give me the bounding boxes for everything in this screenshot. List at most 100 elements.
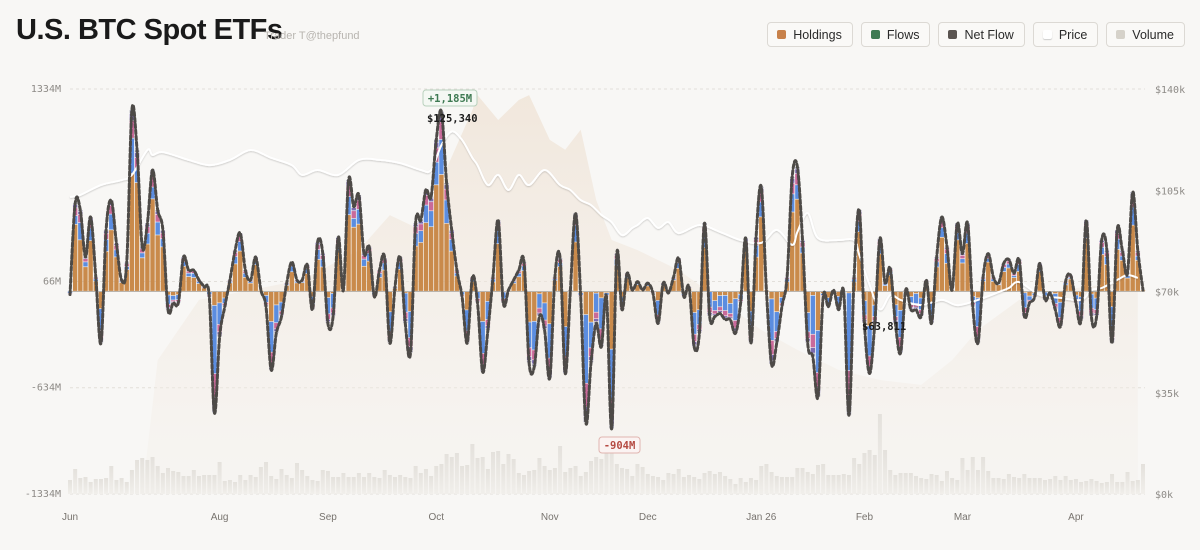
volume-bar: [888, 470, 893, 494]
min-flow-label: -904M: [604, 440, 636, 452]
volume-bar: [991, 478, 996, 494]
legend-toggle-flows[interactable]: Flows: [860, 22, 931, 47]
fund-flow-bar-segment: [140, 253, 145, 258]
fund-flow-bar-segment: [186, 271, 191, 273]
volume-bar: [1042, 480, 1047, 494]
fund-flow-bar-segment: [836, 291, 841, 297]
volume-bar: [305, 476, 310, 494]
volume-bar: [573, 466, 578, 494]
volume-bar: [619, 468, 624, 494]
fund-flow-bar-segment: [614, 265, 620, 291]
fund-flow-bar-segment: [717, 295, 723, 307]
fund-flow-bar-segment: [465, 310, 470, 331]
volume-bar: [552, 468, 557, 494]
fund-flow-bar-segment: [511, 283, 516, 291]
fund-flow-bar-segment: [1084, 238, 1089, 291]
volume-bar: [93, 479, 98, 494]
fund-flow-bar-segment: [423, 195, 429, 205]
fund-flow-bar-segment: [588, 322, 594, 348]
fund-flow-bar-segment: [722, 295, 728, 311]
volume-bar: [485, 469, 490, 494]
volume-bar: [429, 476, 434, 494]
volume-bar: [810, 474, 815, 494]
legend-toggle-price[interactable]: Price: [1032, 22, 1099, 47]
volume-bar: [274, 479, 279, 494]
volume-bar: [831, 475, 836, 494]
fund-flow-bar-segment: [263, 291, 269, 296]
fund-flow-bar-segment: [537, 294, 542, 308]
fund-flow-bar-segment: [583, 383, 589, 407]
volume-bar: [124, 482, 129, 494]
legend-toggle-volume[interactable]: Volume: [1106, 22, 1185, 47]
fund-flow-bar-segment: [191, 271, 197, 273]
volume-bar: [960, 458, 965, 494]
fund-flow-bar-segment: [387, 312, 393, 332]
fund-flow-bar-segment: [733, 291, 738, 299]
volume-bar: [248, 475, 253, 494]
fund-flow-bar-segment: [238, 241, 243, 251]
fund-flow-bar-segment: [712, 291, 718, 301]
fund-flow-bar-segment: [495, 244, 501, 291]
volume-bar: [387, 475, 392, 494]
fund-flow-bar-segment: [1011, 275, 1017, 278]
volume-bar: [914, 476, 919, 494]
fund-flow-bar-segment: [774, 291, 779, 312]
legend-toggle-holdings[interactable]: Holdings: [767, 22, 853, 47]
fund-flow-bar-segment: [795, 199, 800, 291]
fund-flow-bar-segment: [547, 324, 552, 358]
fund-flow-bar-segment: [279, 291, 284, 302]
fund-flow-bar-segment: [655, 315, 661, 320]
volume-bar: [408, 478, 413, 494]
fund-flow-bar-segment: [676, 268, 681, 291]
fund-flow-bar-segment: [134, 182, 140, 291]
fund-flow-bar-segment: [526, 291, 532, 322]
volume-bar: [1073, 479, 1078, 494]
fund-flow-bar-segment: [320, 267, 325, 291]
volume-bar: [996, 478, 1001, 494]
fund-flow-bar-segment: [1115, 249, 1120, 291]
volume-bar: [836, 475, 841, 494]
volume-bar: [883, 450, 888, 494]
volume-bar: [532, 470, 537, 494]
fund-flow-bar-segment: [253, 261, 258, 265]
volume-bar: [723, 476, 728, 494]
volume-bar: [712, 474, 717, 494]
fund-flow-bar-segment: [315, 259, 320, 291]
fund-flow-bar-segment: [913, 291, 919, 294]
volume-bar: [202, 475, 207, 494]
volume-bar: [857, 464, 862, 494]
volume-bar: [269, 476, 274, 494]
fund-flow-bar-segment: [274, 305, 279, 323]
volume-bar: [140, 458, 145, 494]
volume-bar: [635, 464, 640, 494]
x-axis-tick-label: Apr: [1068, 512, 1084, 523]
fund-flow-bar-segment: [289, 266, 295, 272]
fund-flow-bar-segment: [795, 185, 800, 199]
fund-flow-bar-segment: [444, 200, 449, 224]
volume-bar: [166, 468, 171, 494]
fund-flow-bar-segment: [356, 224, 362, 291]
fund-flow-bar-segment: [532, 291, 537, 321]
volume-bar: [356, 473, 361, 494]
fund-flow-bar-segment: [609, 291, 614, 349]
fund-flow-bar-segment: [78, 240, 83, 291]
fund-flow-bar-segment: [408, 291, 413, 312]
fund-flow-bar-segment: [593, 312, 599, 319]
volume-bar: [769, 472, 774, 494]
fund-flow-bar-segment: [593, 319, 599, 322]
fund-flow-bar-segment: [888, 275, 893, 291]
fund-flow-bar-segment: [377, 277, 382, 291]
fund-flow-bar-segment: [160, 247, 166, 291]
right-axis-tick-label: $70k: [1155, 288, 1179, 299]
volume-bar: [491, 452, 496, 494]
fund-flow-bar-segment: [238, 251, 243, 291]
fund-flow-bar-segment: [428, 227, 434, 291]
legend-label: Price: [1058, 27, 1088, 42]
fund-flow-bar-segment: [991, 281, 996, 291]
volume-bar: [790, 477, 795, 494]
legend-toggle-net-flow[interactable]: Net Flow: [938, 22, 1025, 47]
volume-bar: [800, 468, 805, 494]
fund-flow-bar-segment: [1006, 264, 1012, 268]
volume-bar: [331, 477, 336, 494]
